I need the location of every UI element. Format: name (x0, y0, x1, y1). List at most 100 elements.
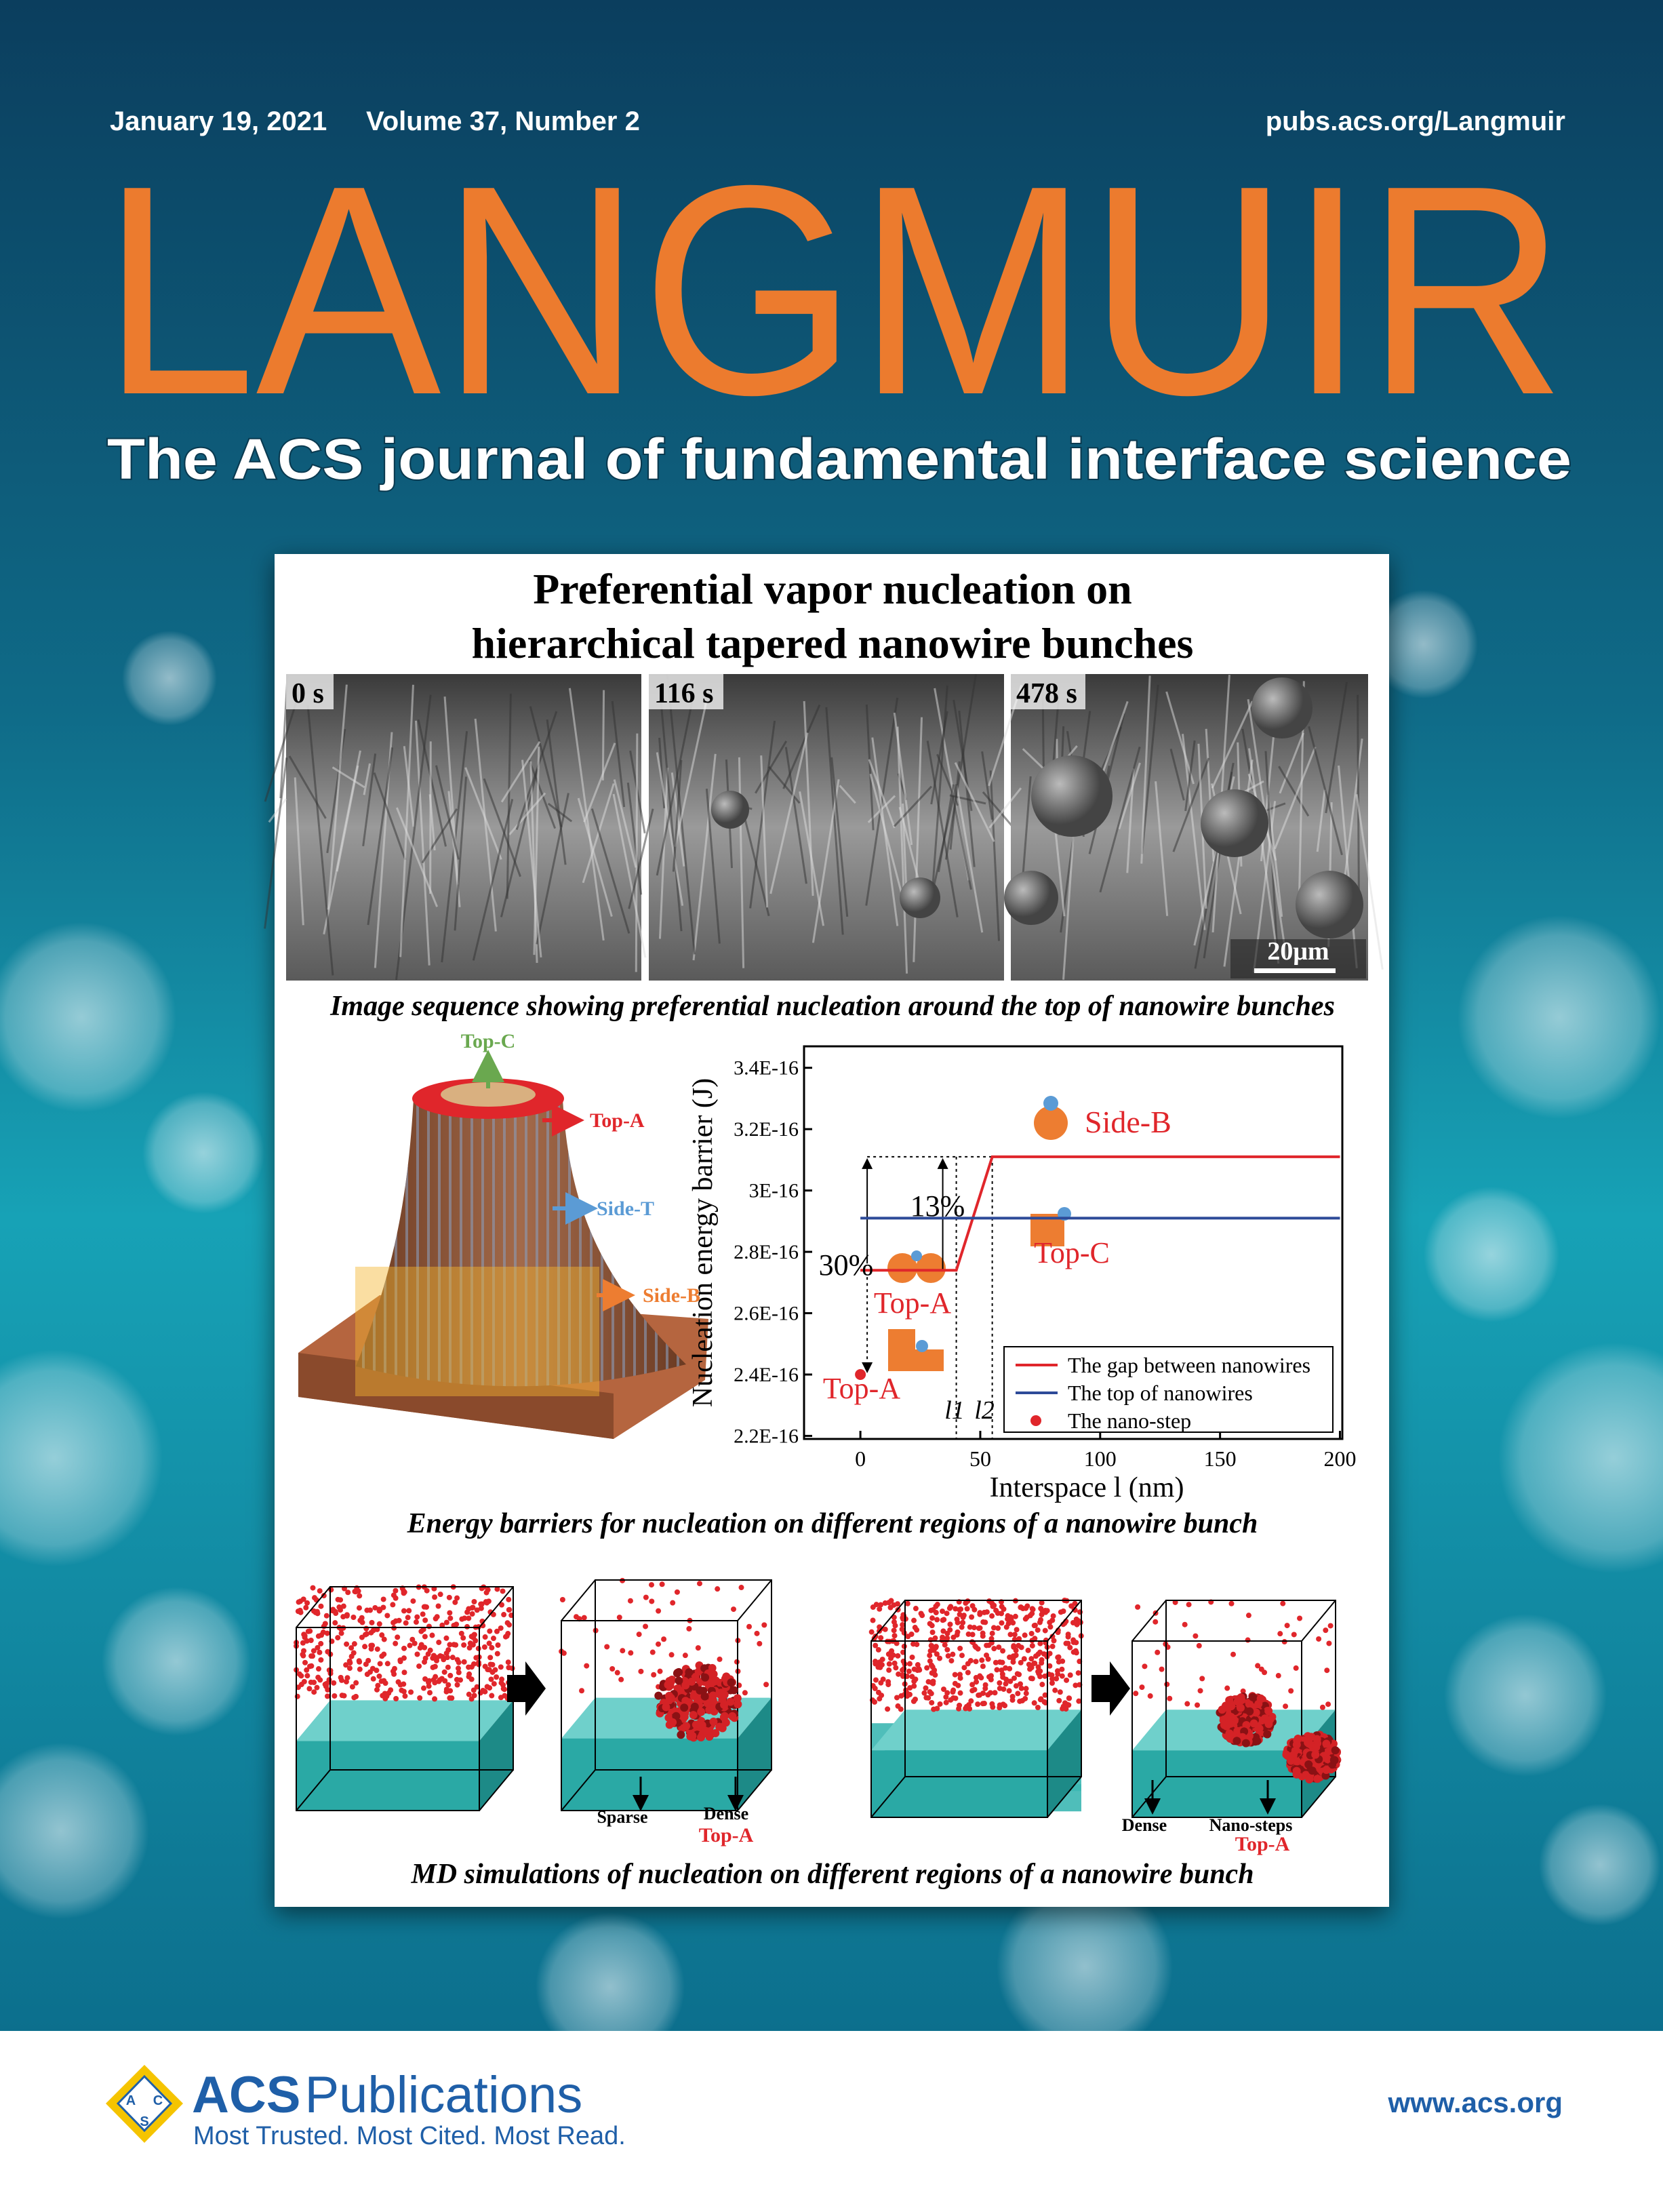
sem-texture (613, 779, 637, 868)
md-molecule (388, 1687, 394, 1693)
md-molecule (310, 1648, 317, 1654)
md-molecule (988, 1676, 994, 1682)
md-molecule (333, 1611, 339, 1617)
sem-texture (288, 755, 327, 819)
scale-bar (1254, 968, 1336, 973)
x-axis-label: Interspace l (nm) (990, 1472, 1184, 1503)
md-molecule (306, 1686, 313, 1692)
md-label: Dense (1122, 1815, 1167, 1835)
md-molecule (393, 1640, 399, 1646)
md-molecule (657, 1668, 663, 1674)
md-molecule (1033, 1653, 1039, 1659)
md-molecule (971, 1625, 977, 1631)
md-molecule (973, 1644, 979, 1650)
md-molecule (1018, 1644, 1024, 1651)
sem-texture (264, 692, 300, 802)
md-molecule (502, 1634, 508, 1640)
sem-texture (825, 707, 844, 935)
md-molecule (318, 1657, 324, 1663)
md-molecule (638, 1668, 644, 1674)
bokeh (997, 1878, 1173, 2055)
md-molecule (939, 1637, 945, 1643)
md-molecule (948, 1658, 955, 1664)
md-molecule (977, 1673, 983, 1679)
md-molecule (390, 1602, 396, 1608)
bokeh (142, 1092, 264, 1214)
md-molecule (380, 1693, 386, 1699)
md-molecule (442, 1678, 448, 1684)
sem-texture (474, 718, 497, 932)
md-droplet (680, 1703, 689, 1712)
md-molecule (937, 1701, 943, 1707)
md-molecule (359, 1634, 365, 1640)
data-line (860, 1155, 1340, 1272)
md-molecule (447, 1615, 454, 1621)
md-molecule (994, 1667, 1000, 1673)
md-molecule (1021, 1656, 1027, 1662)
md-molecule (651, 1672, 657, 1678)
md-molecule (947, 1621, 953, 1627)
md-molecule (1059, 1673, 1065, 1679)
md-droplet (681, 1697, 690, 1705)
md-droplet (1311, 1750, 1320, 1759)
md-molecule (1057, 1689, 1063, 1695)
md-molecule (401, 1608, 407, 1614)
bokeh (1458, 915, 1661, 1119)
md-molecule (1059, 1666, 1065, 1672)
md-molecule (426, 1623, 432, 1630)
md-molecule (734, 1659, 740, 1665)
journal-tagline: The ACS journal of fundamental interface… (107, 427, 1571, 491)
bokeh (1498, 1343, 1663, 1573)
md-molecule (421, 1685, 427, 1691)
md-label: Dense (704, 1804, 748, 1823)
md-molecule (420, 1611, 426, 1617)
sem-texture (868, 759, 896, 829)
md-molecule (478, 1601, 484, 1607)
sem-texture (536, 793, 569, 945)
md-molecule (430, 1655, 436, 1661)
md-molecule (649, 1598, 655, 1604)
md-molecule (494, 1586, 500, 1592)
md-molecule (1035, 1664, 1041, 1670)
md-arrow (507, 1661, 546, 1716)
bokeh (1369, 590, 1478, 698)
md-molecule (1023, 1605, 1029, 1611)
md-molecule (891, 1619, 897, 1625)
md-molecule (1224, 1685, 1230, 1691)
md-molecule (924, 1665, 930, 1671)
caption: Image sequence showing preferential nucl… (329, 991, 1335, 1022)
md-molecule (900, 1622, 906, 1628)
frame-label-bg (286, 674, 334, 709)
md-molecule (1049, 1680, 1055, 1686)
md-molecule (456, 1659, 462, 1665)
md-molecule (870, 1617, 876, 1623)
md-molecule (643, 1623, 649, 1630)
md-molecule (989, 1701, 995, 1707)
md-molecule (362, 1644, 368, 1650)
y-tick-label: 2.8E-16 (734, 1241, 799, 1263)
md-molecule (506, 1606, 513, 1613)
bokeh (1424, 1187, 1559, 1322)
sem-texture (483, 778, 521, 877)
md-molecule (482, 1663, 488, 1670)
sem-texture (506, 693, 512, 899)
md-molecule (980, 1633, 986, 1639)
md-molecule (1153, 1619, 1159, 1625)
md-molecule (464, 1609, 470, 1615)
md-molecule (929, 1699, 935, 1705)
md-molecule (947, 1627, 953, 1633)
md-molecule (695, 1645, 701, 1651)
md-molecule (1293, 1665, 1299, 1671)
md-molecule (454, 1682, 460, 1688)
md-molecule (395, 1634, 401, 1640)
md-molecule (1135, 1604, 1141, 1610)
md-molecule (307, 1663, 313, 1670)
sem-texture (421, 808, 458, 864)
region-label: Top-C (461, 1030, 516, 1052)
md-molecule (717, 1656, 723, 1662)
md-molecule (981, 1609, 987, 1615)
md-molecule (1058, 1609, 1064, 1615)
frame-label: 478 s (1016, 678, 1077, 709)
md-molecule (310, 1653, 316, 1659)
